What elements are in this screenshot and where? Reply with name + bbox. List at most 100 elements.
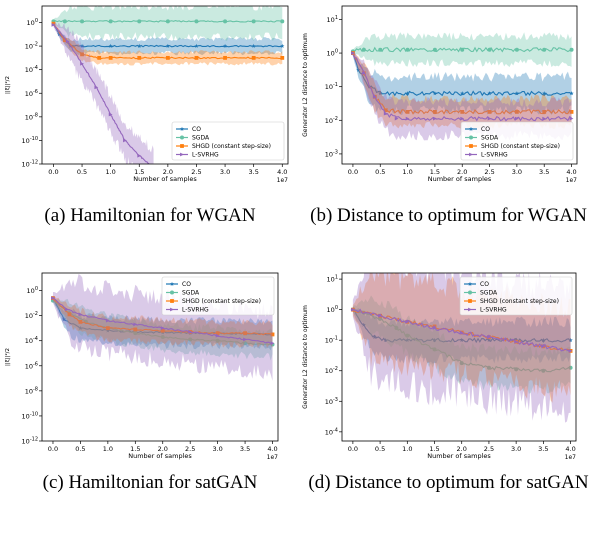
y-tick-label: 10-4 [25, 336, 38, 345]
point-shgd [487, 109, 492, 114]
band-co [53, 22, 283, 56]
plot-area [350, 273, 573, 423]
x-tick-label: 1.5 [130, 445, 140, 453]
point-l-svrhg [133, 322, 138, 327]
point-co [568, 337, 573, 343]
point-sgda [378, 47, 383, 52]
point-sgda [223, 19, 228, 24]
point-l-svrhg [394, 116, 399, 121]
x-tick-label: 3.0 [212, 445, 222, 453]
point-l-svrhg [123, 138, 127, 143]
legend-box [459, 276, 573, 316]
point-co [105, 328, 111, 333]
legend-label: L-SVRHG [182, 307, 209, 314]
legend-label: L-SVRHG [481, 152, 508, 159]
point-co [514, 91, 520, 96]
caption-c: (c) Hamiltonian for satGAN [42, 472, 258, 493]
point-l-svrhg [65, 39, 70, 44]
x-tick-label: 3.5 [240, 445, 250, 453]
point-l-svrhg [64, 307, 69, 312]
chart-hamiltonian-satgan: 0.0 0.5 1.0 1.5 2.0 2.5 3.0 3.5 4.0 Number of sam… [0, 267, 300, 467]
x-tick-label: 3.0 [220, 168, 230, 176]
point-sgda [432, 347, 437, 352]
x-tick-label: 4.0 [565, 445, 575, 453]
chart-distance-wgan-svg: 0.0 0.5 1.0 1.5 2.0 2.5 3.0 3.5 4.0 Number of sam… [302, 5, 578, 184]
point-sgda [568, 365, 573, 370]
x-tick-label: 1.0 [402, 168, 412, 176]
y-tick-label: 10-4 [325, 427, 338, 436]
point-sgda [80, 19, 85, 24]
point-co [361, 322, 366, 327]
legend-marker [170, 307, 174, 312]
axes-frame [41, 272, 279, 442]
point-sgda [394, 325, 399, 330]
x-tick-label: 0.0 [48, 445, 58, 453]
point-l-svrhg [378, 313, 382, 318]
legend-label: CO [192, 126, 201, 133]
point-l-svrhg [351, 51, 355, 55]
band-co [352, 50, 572, 116]
point-sgda [165, 19, 170, 24]
point-co [79, 43, 85, 48]
x-tick-label: 3.0 [512, 168, 522, 176]
legend-marker [179, 126, 185, 131]
point-shgd [514, 109, 519, 114]
y-tick-label: 10-3 [325, 149, 338, 158]
point-co [432, 337, 437, 343]
legend-marker [180, 135, 184, 140]
x-tick-label: 0.0 [348, 168, 358, 176]
x-axis-label: Number of samples [428, 175, 492, 183]
x-tick-label: 2.5 [191, 168, 201, 176]
point-sgda [194, 19, 199, 24]
band-l-svrhg [352, 273, 571, 423]
point-shgd [165, 55, 170, 60]
axes-frame [341, 5, 578, 165]
x-tick-label: 0.0 [48, 168, 58, 176]
point-l-svrhg [108, 112, 113, 117]
chart-hamiltonian-wgan-svg: 0.0 0.5 1.0 1.5 2.0 2.5 3.0 3.5 4.0 Number of sam… [4, 5, 289, 184]
chart-distance-satgan: 0.0 0.5 1.0 1.5 2.0 2.5 3.0 3.5 4.0 Number of sam… [300, 267, 597, 467]
point-shgd [243, 331, 247, 336]
caption-a: (a) Hamiltonian for WGAN [44, 205, 256, 226]
chart-distance-wgan: 0.0 0.5 1.0 1.5 2.0 2.5 3.0 3.5 4.0 Number of sam… [300, 0, 597, 200]
x-tick-label: 2.0 [457, 168, 467, 176]
point-l-svrhg [78, 312, 83, 317]
chart-hamiltonian-wgan: 0.0 0.5 1.0 1.5 2.0 2.5 3.0 3.5 4.0 Number of sam… [0, 0, 300, 200]
point-shgd [194, 55, 199, 60]
y-tick-label: 10-8 [25, 112, 38, 121]
y-tick-label: 10-2 [325, 366, 338, 375]
point-sgda [251, 19, 256, 24]
point-sgda [487, 47, 492, 52]
y-tick-label: 100 [27, 18, 38, 27]
legend-label: SGDA [480, 290, 498, 297]
x-tick-label: 1.5 [429, 445, 439, 453]
legend-label: SGDA [192, 135, 210, 142]
point-co [383, 337, 388, 343]
band-shgd [53, 22, 283, 66]
x-tick-label: 1.0 [103, 445, 113, 453]
point-l-svrhg [383, 111, 388, 116]
point-co [460, 91, 465, 96]
line-co [352, 51, 572, 97]
point-shgd [251, 55, 256, 60]
point-l-svrhg [94, 85, 99, 90]
y-tick-label: 10-3 [325, 397, 338, 406]
legend-label: CO [182, 281, 191, 288]
x-tick-label: 4.0 [267, 445, 277, 453]
point-shgd [133, 327, 138, 332]
y-axis-label: Generator L2 distance to optimum [302, 305, 309, 409]
x-tick-label: 4.0 [277, 168, 287, 176]
legend-label: SHGD (constant step-size) [481, 143, 560, 150]
point-l-svrhg [433, 116, 437, 121]
point-l-svrhg [270, 341, 275, 346]
point-co [280, 43, 285, 48]
x-axis-label: Number of samples [128, 452, 192, 460]
x-axis-label: Number of samples [133, 175, 197, 183]
point-co [78, 325, 83, 331]
line-l-svrhg [52, 24, 150, 164]
point-co [405, 337, 410, 343]
point-co [541, 337, 546, 343]
x-tick-label: 0.0 [348, 445, 358, 453]
